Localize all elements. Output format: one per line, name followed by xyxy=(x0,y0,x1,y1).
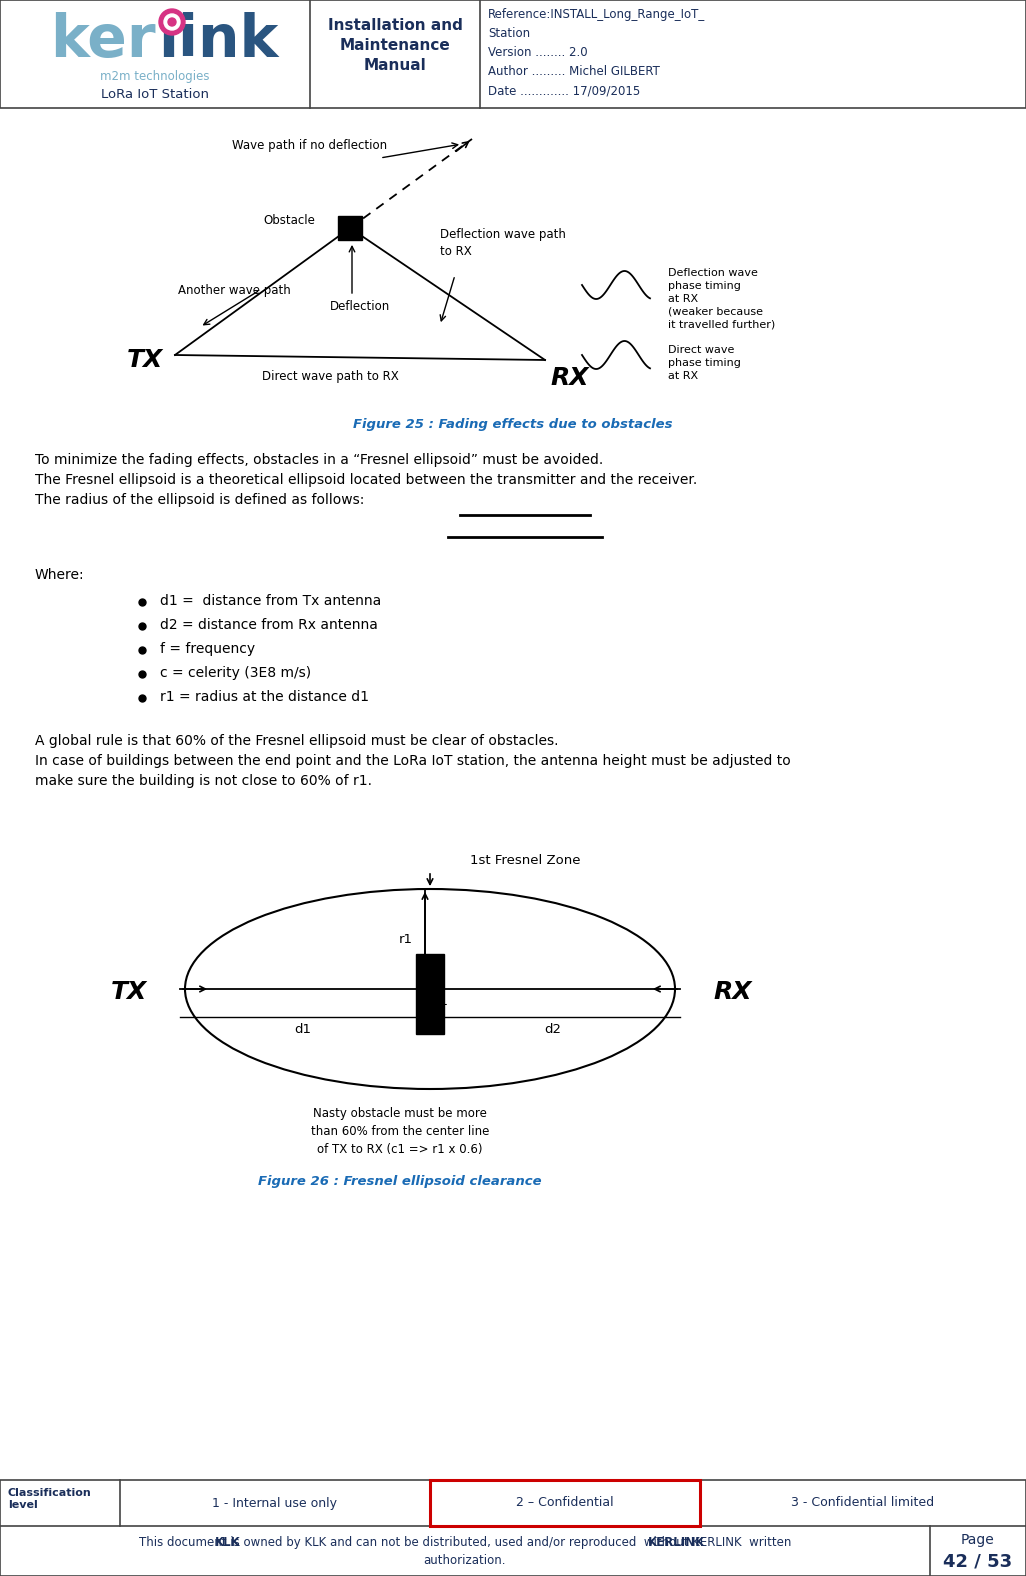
Text: c = celerity (3E8 m/s): c = celerity (3E8 m/s) xyxy=(160,667,311,679)
Bar xyxy=(430,1480,700,1526)
Text: c1: c1 xyxy=(433,994,448,1007)
Text: Direct wave path to RX: Direct wave path to RX xyxy=(262,370,398,383)
Text: Obstacle: Obstacle xyxy=(263,213,315,227)
Text: Figure 25 : Fading effects due to obstacles: Figure 25 : Fading effects due to obstac… xyxy=(353,418,673,430)
Text: TX: TX xyxy=(127,348,163,372)
Text: 1 - Internal use only: 1 - Internal use only xyxy=(212,1497,338,1510)
Text: Another wave path: Another wave path xyxy=(177,284,290,296)
Text: Date ............. 17/09/2015: Date ............. 17/09/2015 xyxy=(488,84,640,98)
Text: 42 / 53: 42 / 53 xyxy=(944,1552,1013,1571)
Text: Reference:INSTALL_Long_Range_IoT_: Reference:INSTALL_Long_Range_IoT_ xyxy=(488,8,705,20)
Text: Figure 26 : Fresnel ellipsoid clearance: Figure 26 : Fresnel ellipsoid clearance xyxy=(259,1176,542,1188)
Text: d1 =  distance from Tx antenna: d1 = distance from Tx antenna xyxy=(160,594,382,608)
Text: Wave path if no deflection: Wave path if no deflection xyxy=(233,139,388,151)
Text: KLK: KLK xyxy=(215,1537,241,1549)
Text: To minimize the fading effects, obstacles in a “Fresnel ellipsoid” must be avoid: To minimize the fading effects, obstacle… xyxy=(35,452,603,466)
Text: Station: Station xyxy=(488,27,530,39)
Text: 3 - Confidential limited: 3 - Confidential limited xyxy=(791,1497,935,1510)
Text: Direct wave
phase timing
at RX: Direct wave phase timing at RX xyxy=(668,345,741,380)
Text: m2m technologies: m2m technologies xyxy=(101,69,209,84)
Text: d1: d1 xyxy=(294,1023,311,1035)
Text: Author ......... Michel GILBERT: Author ......... Michel GILBERT xyxy=(488,65,660,77)
Text: The Fresnel ellipsoid is a theoretical ellipsoid located between the transmitter: The Fresnel ellipsoid is a theoretical e… xyxy=(35,473,698,487)
Text: d2: d2 xyxy=(544,1023,561,1035)
Text: d2 = distance from Rx antenna: d2 = distance from Rx antenna xyxy=(160,618,378,632)
Text: Version ........ 2.0: Version ........ 2.0 xyxy=(488,46,588,58)
Bar xyxy=(0,1480,1026,1576)
Text: make sure the building is not close to 60% of r1.: make sure the building is not close to 6… xyxy=(35,774,372,788)
Text: Deflection wave path
to RX: Deflection wave path to RX xyxy=(440,229,566,258)
Text: 1st Fresnel Zone: 1st Fresnel Zone xyxy=(470,854,581,867)
Text: Nasty obstacle must be more
than 60% from the center line
of TX to RX (c1 => r1 : Nasty obstacle must be more than 60% fro… xyxy=(311,1106,489,1157)
Text: authorization.: authorization. xyxy=(424,1554,506,1567)
Text: link: link xyxy=(158,13,278,69)
Text: Manual: Manual xyxy=(363,58,427,72)
Text: In case of buildings between the end point and the LoRa IoT station, the antenna: In case of buildings between the end poi… xyxy=(35,753,791,768)
Bar xyxy=(416,953,444,1034)
Text: Page: Page xyxy=(961,1533,995,1548)
Text: 2 – Confidential: 2 – Confidential xyxy=(516,1497,614,1510)
Text: Deflection wave
phase timing
at RX
(weaker because
it travelled further): Deflection wave phase timing at RX (weak… xyxy=(668,268,776,329)
Text: TX: TX xyxy=(111,980,147,1004)
Bar xyxy=(338,216,362,240)
Text: Where:: Where: xyxy=(35,567,84,582)
Text: Deflection: Deflection xyxy=(330,299,390,314)
Text: r1 = radius at the distance d1: r1 = radius at the distance d1 xyxy=(160,690,369,704)
Text: This document is owned by KLK and can not be distributed, used and/or reproduced: This document is owned by KLK and can no… xyxy=(139,1537,791,1549)
Bar xyxy=(0,0,1026,109)
Text: RX: RX xyxy=(713,980,751,1004)
Text: f = frequency: f = frequency xyxy=(160,641,255,656)
Text: RX: RX xyxy=(550,366,589,389)
Circle shape xyxy=(159,9,185,35)
Text: Installation and: Installation and xyxy=(327,17,463,33)
Text: LoRa IoT Station: LoRa IoT Station xyxy=(101,88,209,101)
Circle shape xyxy=(168,17,176,25)
Text: Classification
level: Classification level xyxy=(8,1488,91,1510)
Ellipse shape xyxy=(185,889,675,1089)
Text: Maintenance: Maintenance xyxy=(340,38,450,54)
Text: A global rule is that 60% of the Fresnel ellipsoid must be clear of obstacles.: A global rule is that 60% of the Fresnel… xyxy=(35,734,558,749)
Text: KERLINK: KERLINK xyxy=(648,1537,705,1549)
Text: The radius of the ellipsoid is defined as follows:: The radius of the ellipsoid is defined a… xyxy=(35,493,364,507)
Text: ker: ker xyxy=(50,13,156,69)
Text: r1: r1 xyxy=(399,933,413,946)
Circle shape xyxy=(164,14,180,30)
